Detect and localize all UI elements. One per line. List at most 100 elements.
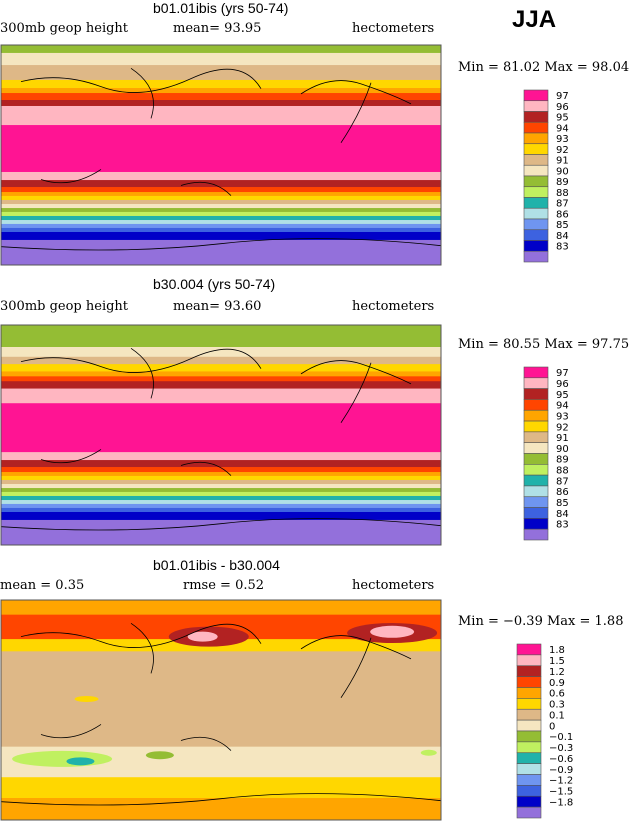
contour-band	[1, 452, 441, 461]
colorbar-box	[516, 719, 542, 732]
field-label: mean = 0.35	[0, 578, 85, 593]
colorbar-label: 97	[556, 368, 569, 379]
colorbar-label: −0.9	[549, 765, 573, 776]
colorbar-label: 83	[556, 242, 569, 253]
contour-band	[1, 503, 441, 509]
contour-band	[1, 376, 441, 382]
map-frame	[0, 599, 442, 821]
colorbar-box	[523, 186, 549, 198]
contour-band	[1, 79, 441, 89]
contour-band	[1, 500, 441, 505]
contour-band	[1, 467, 441, 473]
colorbar-box	[523, 89, 549, 102]
contour-blob	[370, 625, 415, 638]
contour-band	[1, 88, 441, 94]
colorbar-box	[523, 431, 549, 443]
contour-band	[1, 600, 441, 616]
colorbar-box	[523, 132, 549, 145]
contour-band	[1, 105, 441, 126]
colorbar-label: 87	[556, 199, 569, 210]
contour-band	[1, 45, 441, 54]
colorbar-label: 88	[556, 466, 569, 477]
contour-band	[1, 381, 441, 390]
colorbar-box	[523, 111, 549, 123]
contour-band	[1, 495, 441, 501]
colorbar-label: −0.3	[549, 743, 573, 754]
colorbar-box	[523, 409, 549, 422]
min-max-label: Min = 80.55 Max = 97.75	[458, 337, 630, 352]
colorbar-box	[516, 643, 542, 656]
colorbar-label: 85	[556, 220, 569, 231]
colorbar-box	[523, 399, 549, 411]
contour-band	[1, 220, 441, 225]
contour-band	[1, 52, 441, 66]
units-label: hectometers	[352, 578, 435, 593]
colorbar-box	[523, 518, 549, 530]
colorbar-label: 89	[556, 455, 569, 466]
colorbar-label: 89	[556, 177, 569, 188]
colorbar-label: 0.6	[549, 689, 565, 700]
colorbar-label: 84	[556, 509, 569, 520]
colorbar-box	[523, 528, 549, 541]
colorbar-label: 88	[556, 188, 569, 199]
contour-band	[1, 460, 441, 468]
colorbar-label: 96	[556, 102, 569, 113]
contour-band	[1, 93, 441, 101]
min-max-label: Min = −0.39 Max = 1.88	[458, 614, 624, 629]
contour-band	[1, 403, 441, 453]
colorbar-box	[523, 121, 549, 134]
colorbar-box	[523, 218, 549, 231]
contour-band	[1, 388, 441, 404]
units-label: hectometers	[352, 299, 435, 314]
colorbar-box	[523, 496, 549, 508]
colorbar-box	[523, 164, 549, 177]
colorbar-box	[523, 240, 549, 252]
colorbar-label: 0	[549, 721, 555, 732]
colorbar-label: 90	[556, 444, 569, 455]
colorbar-box	[523, 143, 549, 155]
colorbar-label: 90	[556, 166, 569, 177]
stat-label: mean= 93.95	[173, 21, 262, 36]
contour-blob	[74, 696, 99, 702]
colorbar-box	[516, 795, 542, 808]
colorbar-box	[523, 474, 549, 487]
colorbar-box	[516, 806, 542, 819]
colorbar-box	[523, 207, 549, 220]
colorbar-box	[523, 388, 549, 400]
units-label: hectometers	[352, 21, 435, 36]
panel-title: b01.01ibis (yrs 50-74)	[153, 0, 289, 16]
colorbar-label: 86	[556, 487, 569, 498]
contour-band	[1, 195, 441, 201]
colorbar-box	[516, 730, 542, 743]
colorbar-label: 94	[556, 123, 569, 134]
contour-band	[1, 199, 441, 205]
season-label: JJA	[512, 6, 557, 33]
contour-band	[1, 125, 441, 173]
contour-blob	[66, 757, 95, 766]
contour-band	[1, 325, 441, 348]
colorbar-box	[523, 229, 549, 241]
colorbar-label: −0.6	[549, 754, 573, 765]
colorbar-label: 96	[556, 379, 569, 390]
contour-band	[1, 239, 441, 266]
contour-band	[1, 507, 441, 513]
colorbar-label: 87	[556, 476, 569, 487]
panel-title: b01.01ibis - b30.004	[153, 557, 280, 573]
contour-band	[1, 187, 441, 193]
contour-band	[1, 180, 441, 188]
contour-band	[1, 491, 441, 497]
min-max-label: Min = 81.02 Max = 98.04	[458, 60, 630, 75]
contour-band	[1, 215, 441, 221]
colorbar-label: 0.1	[549, 710, 565, 721]
contour-blob	[145, 751, 174, 760]
colorbar-label: 86	[556, 209, 569, 220]
contour-band	[1, 227, 441, 233]
colorbar-box	[516, 665, 542, 677]
contour-band	[1, 371, 441, 377]
colorbar-box	[523, 420, 549, 433]
colorbar-label: −1.2	[549, 776, 573, 787]
colorbar-label: 1.2	[549, 667, 565, 678]
colorbar-box	[523, 100, 549, 112]
colorbar-box	[523, 377, 549, 389]
